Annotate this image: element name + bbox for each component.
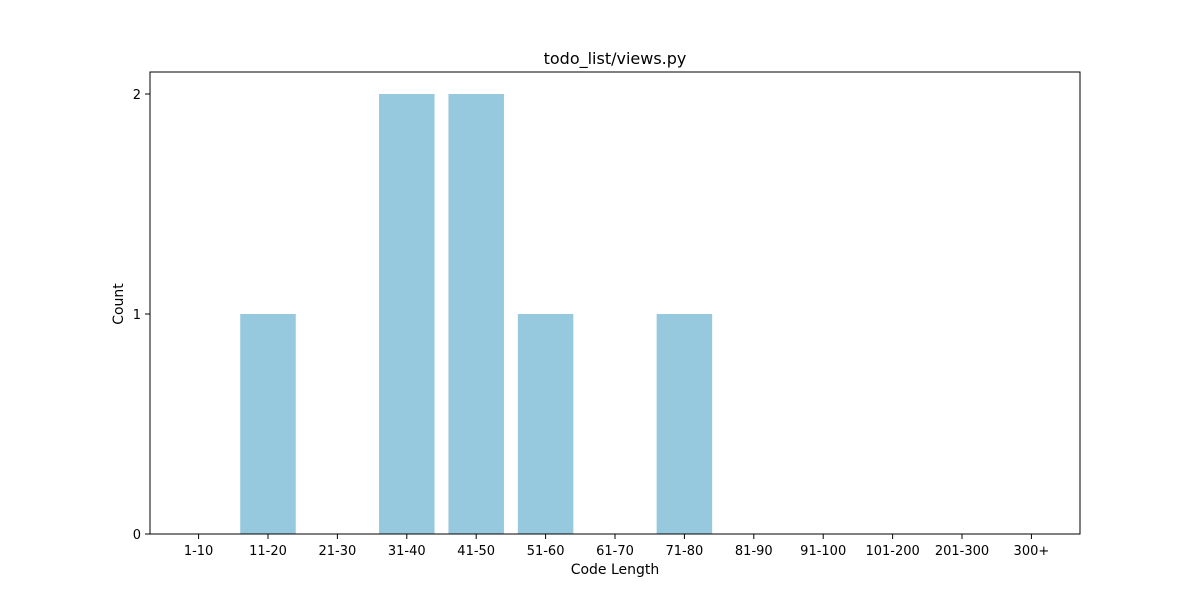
bars-layer (240, 94, 713, 534)
y-tick-label: 1 (133, 308, 141, 323)
x-tick-label: 41-50 (457, 544, 495, 559)
x-tick-label: 201-300 (935, 544, 989, 559)
x-tick-label: 81-90 (735, 544, 773, 559)
y-tick-label: 2 (133, 88, 141, 103)
x-tick-label: 31-40 (388, 544, 426, 559)
x-tick-label: 300+ (1014, 544, 1050, 559)
bar-51-60 (517, 314, 574, 534)
y-axis-label: Count (111, 283, 127, 325)
plot-area-frame (149, 71, 1081, 535)
y-axis-ticks: 0 1 2 (133, 88, 150, 543)
bar-41-50 (448, 94, 504, 534)
x-axis-ticks: 1-10 11-20 21-30 31-40 41-50 51-60 61-70 71-80 8… (184, 534, 1049, 559)
x-tick-label: 61-70 (596, 544, 634, 559)
x-tick-label: 21-30 (318, 544, 356, 559)
x-tick-label: 51-60 (527, 544, 565, 559)
x-tick-label: 1-10 (184, 544, 214, 559)
x-tick-label: 71-80 (666, 544, 704, 559)
y-tick-label: 0 (133, 528, 141, 543)
chart-title: todo_list/views.py (544, 49, 687, 69)
bar-11-20 (240, 314, 296, 534)
x-tick-label: 11-20 (249, 544, 287, 559)
x-tick-label: 91-100 (800, 544, 846, 559)
x-tick-label: 101-200 (865, 544, 919, 559)
x-axis-label: Code Length (571, 562, 660, 578)
bar-31-40 (379, 94, 435, 534)
bar-71-80 (656, 314, 713, 534)
